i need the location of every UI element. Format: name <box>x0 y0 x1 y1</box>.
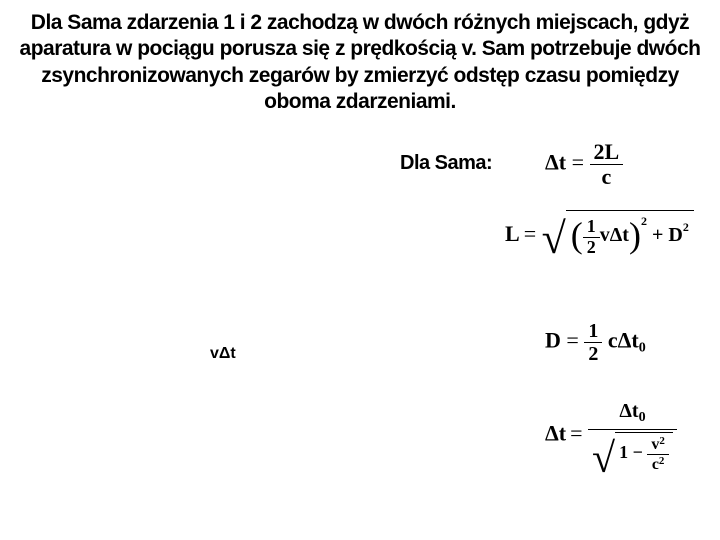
eq3-lhs: D <box>545 328 561 353</box>
eq4-main-frac: Δt0 √ 1 − v2 c2 <box>588 400 677 474</box>
eq2-inner-num: 1 <box>583 217 600 238</box>
eq4-bottom: √ 1 − v2 c2 <box>588 430 677 473</box>
eq2-half: 1 2 <box>583 217 600 258</box>
eq2-vdt: vΔt <box>600 224 629 246</box>
eq4-topsub: 0 <box>639 410 646 425</box>
eq2-lhs: L <box>505 221 520 246</box>
eq2-plus-d: + D <box>647 224 683 246</box>
eq1-den: c <box>590 165 624 189</box>
eq3-equals: = <box>566 328 584 353</box>
eq4-vc-frac: v2 c2 <box>647 435 669 473</box>
rparen-icon: ) <box>629 215 641 255</box>
eq4-one: 1 − <box>619 442 647 462</box>
equation-L: L = √ ( 1 2 vΔt)2 + D2 <box>505 210 694 258</box>
equation-D: D = 1 2 cΔt0 <box>545 320 646 365</box>
eq1-lhs: Δt <box>545 150 566 175</box>
eq4-radicand: 1 − v2 c2 <box>615 432 673 473</box>
eq2-radicand: ( 1 2 vΔt)2 + D2 <box>566 210 694 258</box>
eq4-lhs: Δt <box>545 420 566 445</box>
eq1-fraction: 2L c <box>590 140 624 189</box>
eq2-inner-den: 2 <box>583 238 600 258</box>
header-paragraph: Dla Sama zdarzenia 1 i 2 zachodzą w dwóc… <box>0 0 720 115</box>
eq1-num: 2L <box>590 140 624 165</box>
eq3-half: 1 2 <box>584 320 602 365</box>
equation-time-dilation: Δt = Δt0 √ 1 − v2 c2 <box>545 400 677 474</box>
eq3-den: 2 <box>584 343 602 365</box>
eq4-v2exp: 2 <box>659 435 665 447</box>
eq3-sub: 0 <box>639 341 646 356</box>
eq4-c2: c2 <box>647 455 669 474</box>
eq4-v2: v2 <box>647 435 669 455</box>
equation-delta-t: Δt = 2L c <box>545 140 623 189</box>
eq4-equals: = <box>570 420 588 445</box>
eq4-c: c <box>652 456 659 473</box>
eq4-topnum: Δt <box>619 400 638 422</box>
eq3-num: 1 <box>584 320 602 343</box>
eq3-tail: cΔt <box>608 328 639 353</box>
eq2-exp2: 2 <box>683 220 689 234</box>
eq2-equals: = <box>524 221 542 246</box>
label-vdt: vΔt <box>210 345 236 363</box>
eq4-c2exp: 2 <box>659 455 665 467</box>
label-dla-sama: Dla Sama: <box>400 152 492 175</box>
eq1-equals: = <box>572 150 590 175</box>
lparen-icon: ( <box>571 215 583 255</box>
eq4-top: Δt0 <box>588 400 677 430</box>
